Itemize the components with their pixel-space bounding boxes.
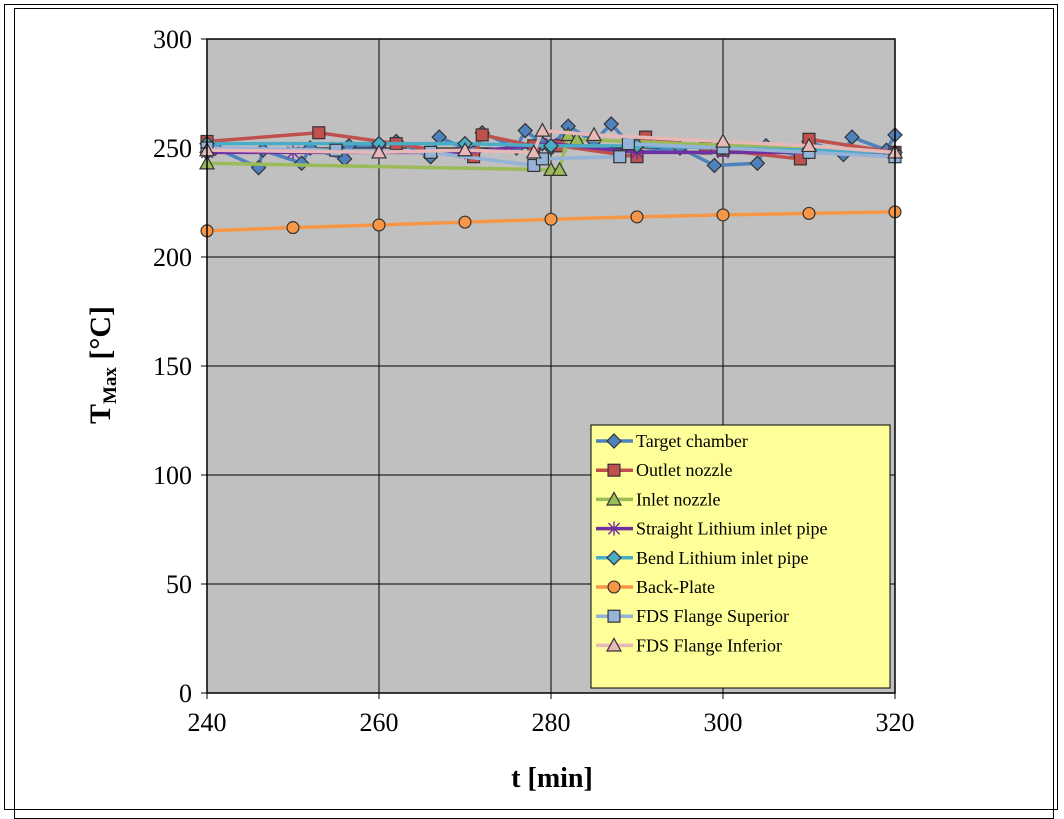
legend-marker xyxy=(606,549,622,566)
legend-label: Bend Lithium inlet pipe xyxy=(636,548,808,568)
legend-label: Target chamber xyxy=(636,431,748,451)
legend-label: Straight Lithium inlet pipe xyxy=(636,519,827,539)
series-layer xyxy=(198,116,904,238)
legend-label: Back-Plate xyxy=(636,577,715,597)
legend-label: Outlet nozzle xyxy=(636,460,732,480)
x-tick-label: 300 xyxy=(704,708,743,737)
data-point xyxy=(603,116,620,132)
y-tick-label: 200 xyxy=(153,243,192,272)
y-axis-title-unit: [°C] xyxy=(84,306,117,367)
data-point xyxy=(706,157,723,174)
x-axis-title: t [min] xyxy=(511,763,593,794)
legend-item: Inlet nozzle xyxy=(596,489,720,509)
x-tick-label: 280 xyxy=(532,708,571,737)
data-point xyxy=(525,144,542,159)
data-point xyxy=(458,215,472,229)
y-tick-label: 100 xyxy=(153,461,192,490)
legend-marker xyxy=(607,580,621,594)
data-point xyxy=(312,126,326,140)
legend-item: Bend Lithium inlet pipe xyxy=(596,548,808,568)
data-point xyxy=(585,126,603,142)
data-point xyxy=(544,212,558,226)
y-tick-label: 50 xyxy=(166,570,192,599)
data-point xyxy=(372,218,386,232)
y-tick-label: 250 xyxy=(153,134,192,163)
legend-label: FDS Flange Superior xyxy=(636,606,789,626)
data-point xyxy=(714,133,732,148)
legend-marker xyxy=(605,637,623,652)
legend-marker xyxy=(607,463,621,477)
data-point xyxy=(800,137,818,153)
tick-labels: 0 50 100 150 200 250 300 240 260 280 300 320 xyxy=(153,25,915,737)
legend-marker xyxy=(606,433,622,449)
y-tick-label: 0 xyxy=(179,679,192,708)
data-point xyxy=(802,206,816,220)
data-point xyxy=(613,150,627,164)
y-tick-label: 150 xyxy=(153,352,192,381)
legend-marker xyxy=(607,609,621,623)
data-point xyxy=(456,141,474,157)
legend-item: Outlet nozzle xyxy=(596,460,732,480)
series-line xyxy=(207,141,896,155)
legend-marker xyxy=(605,491,623,506)
legend-label: FDS Flange Inferior xyxy=(636,635,782,655)
data-point xyxy=(621,137,635,151)
y-tick-label: 300 xyxy=(153,25,192,54)
data-point xyxy=(716,208,730,222)
legend-item: Back-Plate xyxy=(596,577,715,597)
data-point xyxy=(370,144,388,159)
x-tick-label: 260 xyxy=(360,708,399,737)
legend-box xyxy=(590,424,891,689)
legend-item: FDS Flange Inferior xyxy=(596,635,782,655)
data-point xyxy=(534,122,551,137)
data-point xyxy=(535,152,549,166)
series-7 xyxy=(198,122,904,159)
legend-item: Straight Lithium inlet pipe xyxy=(596,519,827,539)
data-point xyxy=(543,137,559,154)
y-axis-title-sub: Max xyxy=(100,367,121,404)
data-point xyxy=(630,210,644,224)
x-tick-label: 320 xyxy=(876,708,915,737)
y-axis-title-main: T xyxy=(84,404,117,424)
legend-item: Target chamber xyxy=(596,431,748,451)
legend-label: Inlet nozzle xyxy=(636,489,720,509)
y-axis-title: TMax [°C] xyxy=(84,306,121,424)
x-tick-label: 240 xyxy=(188,708,227,737)
data-point xyxy=(475,128,489,142)
data-point xyxy=(517,122,534,139)
data-point xyxy=(551,161,568,176)
data-point xyxy=(749,155,766,172)
data-point xyxy=(286,221,300,235)
legend: Target chamber Outlet nozzle Inlet nozzle S… xyxy=(590,424,891,689)
legend-item: FDS Flange Superior xyxy=(596,606,789,626)
legend-marker xyxy=(607,521,621,536)
